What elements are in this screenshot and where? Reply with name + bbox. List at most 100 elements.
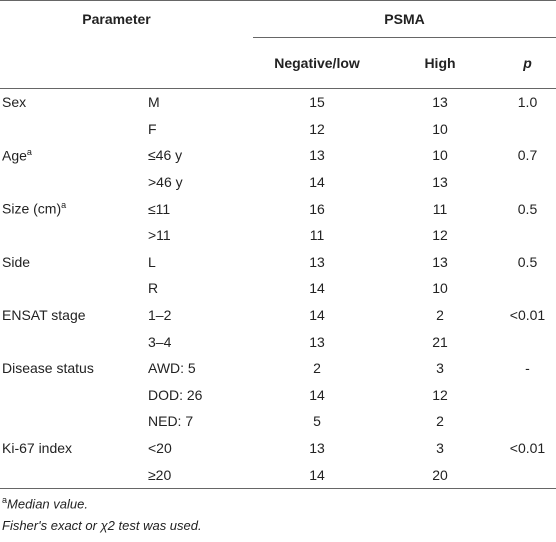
parameter-cell: Side (0, 249, 148, 276)
parameter-cell (0, 275, 148, 302)
parameter: Disease status (2, 360, 94, 377)
negative-count: 5 (313, 413, 321, 430)
level: M (148, 94, 160, 111)
parameter-cell: Size (cm)a (0, 195, 148, 222)
high-count: 13 (432, 253, 448, 270)
negative-count: 16 (309, 200, 325, 217)
high-count: 13 (432, 174, 448, 191)
table-row: DOD: 26 14 12 (0, 382, 556, 409)
p-value: <0.01 (509, 440, 546, 457)
p-value: 0.5 (517, 253, 538, 270)
parameter: Side (2, 253, 31, 270)
table-row: Side L 13 13 0.5 (0, 249, 556, 276)
table-row: Disease status AWD: 5 2 3 - (0, 355, 556, 382)
p-value-empty (499, 169, 556, 196)
level: 3–4 (148, 333, 172, 350)
level: AWD: 5 (148, 360, 196, 377)
negative-count: 13 (309, 440, 325, 457)
high-count: 12 (432, 227, 448, 244)
negative-count: 14 (309, 307, 325, 324)
parameter-cell (0, 382, 148, 409)
table-row: >11 11 12 (0, 222, 556, 249)
footnote-text: Median value. (7, 496, 88, 512)
negative-count: 11 (309, 227, 325, 244)
negative-count: 2 (313, 360, 321, 377)
footnote-mark: a (61, 200, 67, 211)
p-value-empty (499, 116, 556, 143)
p-value: 0.7 (517, 147, 538, 164)
p-value: <0.01 (509, 307, 546, 324)
parameter: Age (2, 147, 27, 164)
parameter-cell: Sex (0, 89, 148, 116)
p-value-empty (499, 461, 556, 489)
p-value: - (525, 360, 530, 377)
level: ≥20 (148, 461, 253, 489)
level: NED: 7 (148, 413, 194, 430)
negative-count: 13 (309, 333, 325, 350)
negative-count: 14 (309, 386, 325, 403)
p-value-empty (499, 275, 556, 302)
high-count: 10 (432, 280, 448, 297)
table-row: NED: 7 5 2 (0, 408, 556, 435)
parameter-cell: ENSAT stage (0, 302, 148, 329)
level: ≤46 y (148, 147, 183, 164)
footnotes: aMedian value. Fisher's exact or χ2 test … (0, 489, 556, 537)
table-row: Sex M 15 13 1.0 (0, 89, 556, 116)
parameter-cell (0, 222, 148, 249)
level: ≤11 (148, 200, 171, 217)
p-value-empty (499, 382, 556, 409)
table-row: Ki-67 index <20 13 3 <0.01 (0, 435, 556, 462)
table-row: Size (cm)a ≤11 16 11 0.5 (0, 195, 556, 222)
header-p: p (499, 37, 556, 89)
high-count: 10 (432, 147, 448, 164)
parameter-cell (0, 408, 148, 435)
high-count: 13 (432, 94, 448, 111)
level: R (148, 280, 159, 297)
high-count: 21 (432, 333, 448, 350)
high-count: 2 (436, 413, 444, 430)
table-row: >46 y 14 13 (0, 169, 556, 196)
parameter-cell (0, 461, 148, 489)
table-row: 3–4 13 21 (0, 328, 556, 355)
parameter-cell (0, 116, 148, 143)
header-high: High (381, 37, 499, 89)
level: <20 (148, 440, 172, 457)
high-count: 11 (432, 200, 448, 217)
parameter-cell (0, 169, 148, 196)
negative-count: 13 (309, 253, 325, 270)
parameter: Ki-67 index (2, 440, 73, 457)
negative-count: 15 (309, 94, 325, 111)
high-count: 12 (432, 386, 448, 403)
parameter: ENSAT stage (2, 307, 86, 324)
table-row: ≥20 14 20 (0, 461, 556, 489)
footnote-mark: a (26, 147, 32, 158)
level: DOD: 26 (148, 386, 203, 403)
footnote-text: Fisher's exact or χ2 test was used. (2, 518, 202, 534)
footnote: Fisher's exact or χ2 test was used. (2, 515, 556, 537)
negative-count: 14 (309, 280, 325, 297)
parameter: Size (cm) (2, 201, 62, 217)
high-count: 3 (436, 360, 444, 377)
high-count: 20 (381, 461, 499, 489)
level: L (148, 253, 156, 270)
high-count: 3 (436, 440, 444, 457)
p-value-empty (499, 222, 556, 249)
level: >46 y (148, 174, 183, 191)
p-value: 0.5 (517, 200, 538, 217)
table-row: Agea ≤46 y 13 10 0.7 (0, 142, 556, 169)
header-negative: Negative/low (253, 37, 381, 89)
parameter-cell: Ki-67 index (0, 435, 148, 462)
table-row: F 12 10 (0, 116, 556, 143)
level: >11 (148, 227, 171, 244)
parameter-cell: Disease status (0, 355, 148, 382)
high-count: 10 (432, 120, 448, 137)
level: F (148, 120, 157, 137)
level: 1–2 (148, 307, 172, 324)
negative-count: 12 (309, 120, 325, 137)
negative-count: 13 (309, 147, 325, 164)
header-group: PSMA (253, 0, 556, 38)
table-row: ENSAT stage 1–2 14 2 <0.01 (0, 302, 556, 329)
negative-count: 14 (253, 461, 381, 489)
header-parameter: Parameter (82, 11, 151, 28)
